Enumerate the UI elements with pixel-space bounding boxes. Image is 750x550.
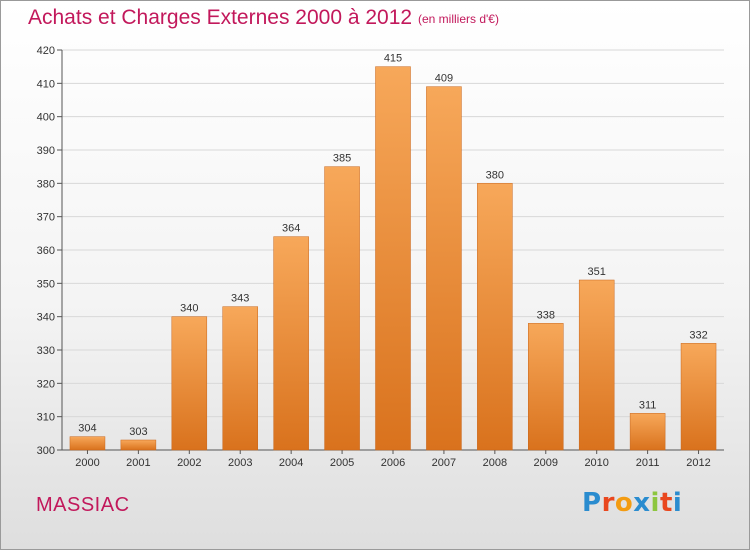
bar-value-label: 351 bbox=[588, 266, 606, 278]
x-tick-label: 2004 bbox=[279, 457, 303, 469]
x-tick-label: 2012 bbox=[686, 457, 710, 469]
x-tick-label: 2000 bbox=[75, 457, 99, 469]
x-tick-label: 2009 bbox=[534, 457, 558, 469]
bar bbox=[680, 343, 717, 451]
logo-letter: o bbox=[614, 488, 634, 518]
bar bbox=[69, 436, 106, 451]
x-tick-label: 2001 bbox=[126, 457, 150, 469]
y-tick-label: 340 bbox=[37, 312, 55, 324]
commune-name: MASSIAC bbox=[36, 494, 130, 516]
y-tick-label: 400 bbox=[37, 112, 55, 124]
y-tick-label: 330 bbox=[37, 345, 55, 357]
bar-value-label: 415 bbox=[384, 53, 402, 65]
x-tick-label: 2005 bbox=[330, 457, 354, 469]
bar-value-label: 311 bbox=[639, 399, 657, 411]
bar bbox=[273, 236, 309, 451]
y-tick-label: 360 bbox=[37, 245, 55, 257]
y-tick-label: 320 bbox=[37, 378, 55, 390]
bar bbox=[375, 66, 411, 451]
bar-value-label: 409 bbox=[435, 73, 453, 85]
proxiti-logo: Proxiti bbox=[582, 488, 682, 518]
chart-subtitle: (en milliers d'€) bbox=[418, 12, 499, 26]
x-tick-label: 2003 bbox=[228, 457, 252, 469]
bar bbox=[477, 183, 513, 451]
y-tick-label: 380 bbox=[37, 178, 55, 190]
x-tick-label: 2007 bbox=[432, 457, 456, 469]
bar bbox=[120, 439, 157, 451]
bar-value-label: 304 bbox=[78, 423, 96, 435]
bar bbox=[171, 316, 208, 451]
bar bbox=[578, 279, 615, 451]
x-tick-label: 2006 bbox=[381, 457, 405, 469]
bar-value-label: 303 bbox=[129, 426, 147, 438]
bar-value-label: 338 bbox=[537, 309, 555, 321]
y-tick-label: 350 bbox=[37, 278, 55, 290]
bar-value-label: 340 bbox=[180, 303, 198, 315]
bar bbox=[324, 166, 360, 451]
bar bbox=[629, 413, 666, 451]
x-tick-label: 2011 bbox=[636, 457, 660, 469]
axis-layer: 300 310 320 330 340 350 360 370 380 390 400 410 420 2… bbox=[37, 45, 724, 469]
x-tick-label: 2008 bbox=[483, 457, 507, 469]
y-tick-label: 310 bbox=[37, 412, 55, 424]
logo-letter: x bbox=[633, 488, 651, 518]
bar bbox=[426, 86, 462, 451]
bar-value-label: 380 bbox=[486, 169, 504, 181]
bar-value-label: 385 bbox=[333, 153, 351, 165]
bar bbox=[222, 306, 258, 451]
y-tick-label: 370 bbox=[37, 212, 55, 224]
logo-letter: i bbox=[650, 488, 660, 518]
bar-value-label: 343 bbox=[231, 293, 249, 305]
logo-letter: r bbox=[601, 488, 615, 518]
x-tick-label: 2010 bbox=[584, 457, 608, 469]
y-tick-label: 420 bbox=[37, 45, 55, 57]
bar-value-label: 332 bbox=[689, 329, 707, 341]
y-tick-label: 300 bbox=[37, 445, 55, 457]
logo-letter: P bbox=[582, 488, 602, 518]
y-tick-label: 390 bbox=[37, 145, 55, 157]
y-tick-label: 410 bbox=[37, 78, 55, 90]
logo-letter: i bbox=[672, 488, 683, 518]
chart-title: Achats et Charges Externes 2000 à 2012 bbox=[28, 6, 413, 29]
x-tick-label: 2002 bbox=[177, 457, 201, 469]
bar bbox=[528, 323, 564, 451]
bar-value-label: 364 bbox=[282, 223, 300, 235]
logo-letter: t bbox=[659, 488, 673, 518]
label-layer: 304 303 340 343 364 385 415 409 380 338 351 311 332 bbox=[78, 53, 707, 438]
bar-layer bbox=[69, 66, 717, 451]
